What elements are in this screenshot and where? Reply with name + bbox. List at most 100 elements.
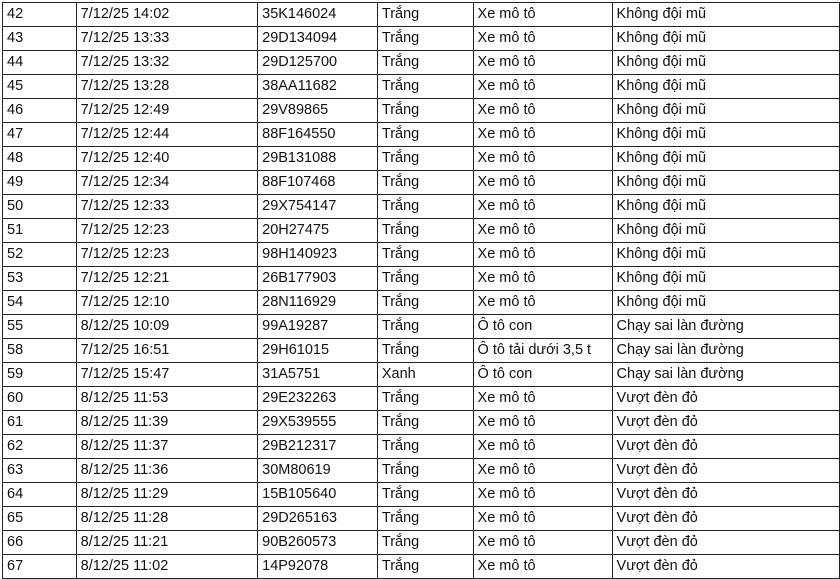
violation-cell[interactable]: Không đội mũ bbox=[611, 194, 840, 219]
datetime-cell[interactable]: 7/12/25 12:21 bbox=[75, 266, 259, 291]
datetime-cell[interactable]: 7/12/25 12:34 bbox=[75, 170, 259, 195]
violation-cell[interactable]: Vượt đèn đỏ bbox=[611, 410, 840, 435]
plate-cell[interactable]: 29D265163 bbox=[257, 506, 378, 531]
violation-cell[interactable]: Chạy sai làn đường bbox=[611, 314, 840, 339]
plate-cell[interactable]: 20H27475 bbox=[257, 218, 378, 243]
row-number-cell[interactable]: 45 bbox=[2, 74, 77, 99]
plate-cell[interactable]: 29B131088 bbox=[257, 146, 378, 171]
datetime-cell[interactable]: 7/12/25 13:32 bbox=[75, 50, 259, 75]
row-number-cell[interactable]: 42 bbox=[2, 2, 77, 27]
color-cell[interactable]: Trắng bbox=[376, 314, 474, 339]
vehicle-type-cell[interactable]: Xe mô tô bbox=[472, 74, 613, 99]
violation-cell[interactable]: Không đội mũ bbox=[611, 50, 840, 75]
color-cell[interactable]: Trắng bbox=[376, 122, 474, 147]
violation-cell[interactable]: Vượt đèn đỏ bbox=[611, 458, 840, 483]
vehicle-type-cell[interactable]: Ô tô con bbox=[472, 362, 613, 387]
row-number-cell[interactable]: 44 bbox=[2, 50, 77, 75]
row-number-cell[interactable]: 63 bbox=[2, 458, 77, 483]
row-number-cell[interactable]: 58 bbox=[2, 338, 77, 363]
datetime-cell[interactable]: 8/12/25 11:39 bbox=[75, 410, 259, 435]
row-number-cell[interactable]: 53 bbox=[2, 266, 77, 291]
violation-cell[interactable]: Vượt đèn đỏ bbox=[611, 482, 840, 507]
violation-cell[interactable]: Không đội mũ bbox=[611, 146, 840, 171]
datetime-cell[interactable]: 7/12/25 15:47 bbox=[75, 362, 259, 387]
vehicle-type-cell[interactable]: Xe mô tô bbox=[472, 2, 613, 27]
datetime-cell[interactable]: 8/12/25 11:02 bbox=[75, 554, 259, 579]
row-number-cell[interactable]: 43 bbox=[2, 26, 77, 51]
row-number-cell[interactable]: 52 bbox=[2, 242, 77, 267]
row-number-cell[interactable]: 49 bbox=[2, 170, 77, 195]
datetime-cell[interactable]: 8/12/25 11:37 bbox=[75, 434, 259, 459]
plate-cell[interactable]: 35K146024 bbox=[257, 2, 378, 27]
color-cell[interactable]: Trắng bbox=[376, 338, 474, 363]
datetime-cell[interactable]: 7/12/25 12:33 bbox=[75, 194, 259, 219]
plate-cell[interactable]: 29E232263 bbox=[257, 386, 378, 411]
plate-cell[interactable]: 90B260573 bbox=[257, 530, 378, 555]
violation-cell[interactable]: Vượt đèn đỏ bbox=[611, 530, 840, 555]
datetime-cell[interactable]: 7/12/25 13:33 bbox=[75, 26, 259, 51]
datetime-cell[interactable]: 8/12/25 11:36 bbox=[75, 458, 259, 483]
vehicle-type-cell[interactable]: Xe mô tô bbox=[472, 242, 613, 267]
violation-cell[interactable]: Chạy sai làn đường bbox=[611, 362, 840, 387]
plate-cell[interactable]: 29D125700 bbox=[257, 50, 378, 75]
color-cell[interactable]: Trắng bbox=[376, 458, 474, 483]
color-cell[interactable]: Trắng bbox=[376, 410, 474, 435]
violation-cell[interactable]: Không đội mũ bbox=[611, 98, 840, 123]
datetime-cell[interactable]: 7/12/25 12:40 bbox=[75, 146, 259, 171]
violation-cell[interactable]: Vượt đèn đỏ bbox=[611, 554, 840, 579]
vehicle-type-cell[interactable]: Xe mô tô bbox=[472, 266, 613, 291]
row-number-cell[interactable]: 61 bbox=[2, 410, 77, 435]
color-cell[interactable]: Trắng bbox=[376, 146, 474, 171]
row-number-cell[interactable]: 66 bbox=[2, 530, 77, 555]
vehicle-type-cell[interactable]: Xe mô tô bbox=[472, 170, 613, 195]
vehicle-type-cell[interactable]: Ô tô tải dưới 3,5 t bbox=[472, 338, 613, 363]
color-cell[interactable]: Trắng bbox=[376, 98, 474, 123]
color-cell[interactable]: Trắng bbox=[376, 242, 474, 267]
vehicle-type-cell[interactable]: Xe mô tô bbox=[472, 530, 613, 555]
color-cell[interactable]: Trắng bbox=[376, 266, 474, 291]
violation-cell[interactable]: Không đội mũ bbox=[611, 266, 840, 291]
color-cell[interactable]: Trắng bbox=[376, 170, 474, 195]
row-number-cell[interactable]: 59 bbox=[2, 362, 77, 387]
violation-cell[interactable]: Không đội mũ bbox=[611, 170, 840, 195]
datetime-cell[interactable]: 7/12/25 16:51 bbox=[75, 338, 259, 363]
vehicle-type-cell[interactable]: Xe mô tô bbox=[472, 146, 613, 171]
color-cell[interactable]: Trắng bbox=[376, 530, 474, 555]
color-cell[interactable]: Trắng bbox=[376, 26, 474, 51]
color-cell[interactable]: Trắng bbox=[376, 554, 474, 579]
row-number-cell[interactable]: 51 bbox=[2, 218, 77, 243]
datetime-cell[interactable]: 7/12/25 12:10 bbox=[75, 290, 259, 315]
vehicle-type-cell[interactable]: Xe mô tô bbox=[472, 218, 613, 243]
plate-cell[interactable]: 29D134094 bbox=[257, 26, 378, 51]
violation-cell[interactable]: Không đội mũ bbox=[611, 2, 840, 27]
vehicle-type-cell[interactable]: Xe mô tô bbox=[472, 434, 613, 459]
vehicle-type-cell[interactable]: Xe mô tô bbox=[472, 506, 613, 531]
vehicle-type-cell[interactable]: Xe mô tô bbox=[472, 386, 613, 411]
color-cell[interactable]: Trắng bbox=[376, 482, 474, 507]
row-number-cell[interactable]: 54 bbox=[2, 290, 77, 315]
color-cell[interactable]: Trắng bbox=[376, 434, 474, 459]
color-cell[interactable]: Trắng bbox=[376, 290, 474, 315]
datetime-cell[interactable]: 8/12/25 10:09 bbox=[75, 314, 259, 339]
vehicle-type-cell[interactable]: Xe mô tô bbox=[472, 458, 613, 483]
row-number-cell[interactable]: 55 bbox=[2, 314, 77, 339]
datetime-cell[interactable]: 7/12/25 12:23 bbox=[75, 242, 259, 267]
datetime-cell[interactable]: 7/12/25 14:02 bbox=[75, 2, 259, 27]
row-number-cell[interactable]: 46 bbox=[2, 98, 77, 123]
violation-cell[interactable]: Không đội mũ bbox=[611, 122, 840, 147]
color-cell[interactable]: Trắng bbox=[376, 2, 474, 27]
row-number-cell[interactable]: 67 bbox=[2, 554, 77, 579]
row-number-cell[interactable]: 47 bbox=[2, 122, 77, 147]
vehicle-type-cell[interactable]: Xe mô tô bbox=[472, 194, 613, 219]
color-cell[interactable]: Trắng bbox=[376, 74, 474, 99]
plate-cell[interactable]: 14P92078 bbox=[257, 554, 378, 579]
violation-cell[interactable]: Vượt đèn đỏ bbox=[611, 506, 840, 531]
violation-cell[interactable]: Không đội mũ bbox=[611, 290, 840, 315]
violation-cell[interactable]: Không đội mũ bbox=[611, 242, 840, 267]
vehicle-type-cell[interactable]: Xe mô tô bbox=[472, 98, 613, 123]
datetime-cell[interactable]: 8/12/25 11:29 bbox=[75, 482, 259, 507]
color-cell[interactable]: Trắng bbox=[376, 386, 474, 411]
datetime-cell[interactable]: 8/12/25 11:21 bbox=[75, 530, 259, 555]
vehicle-type-cell[interactable]: Xe mô tô bbox=[472, 50, 613, 75]
row-number-cell[interactable]: 65 bbox=[2, 506, 77, 531]
